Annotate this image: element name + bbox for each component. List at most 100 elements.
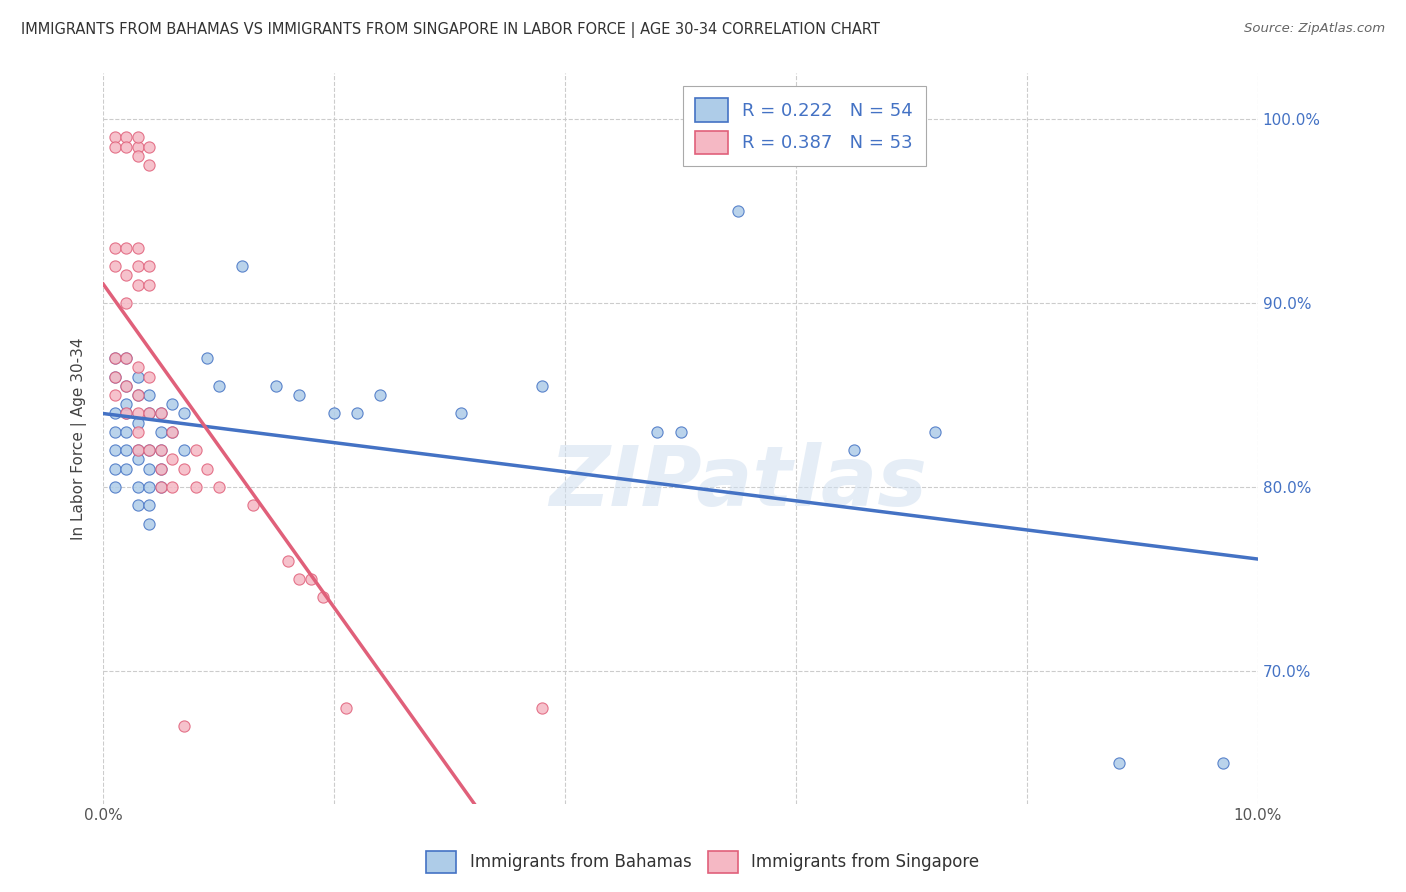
Text: Source: ZipAtlas.com: Source: ZipAtlas.com bbox=[1244, 22, 1385, 36]
Point bbox=[149, 407, 172, 421]
Point bbox=[127, 499, 149, 513]
Point bbox=[127, 388, 149, 402]
Point bbox=[149, 443, 172, 458]
Point bbox=[138, 388, 160, 402]
Point bbox=[115, 379, 138, 393]
Point bbox=[127, 416, 149, 430]
Point bbox=[266, 379, 288, 393]
Point bbox=[162, 425, 184, 439]
Point bbox=[115, 407, 138, 421]
Point bbox=[173, 443, 195, 458]
Text: IMMIGRANTS FROM BAHAMAS VS IMMIGRANTS FROM SINGAPORE IN LABOR FORCE | AGE 30-34 : IMMIGRANTS FROM BAHAMAS VS IMMIGRANTS FR… bbox=[21, 22, 880, 38]
Point bbox=[104, 443, 127, 458]
Point bbox=[138, 158, 160, 172]
Point bbox=[115, 139, 138, 153]
Point bbox=[115, 351, 138, 366]
Point bbox=[127, 480, 149, 494]
Point bbox=[104, 259, 127, 273]
Point bbox=[299, 572, 322, 586]
Point bbox=[127, 259, 149, 273]
Point bbox=[138, 443, 160, 458]
Point bbox=[104, 369, 127, 384]
Point bbox=[647, 425, 669, 439]
Y-axis label: In Labor Force | Age 30-34: In Labor Force | Age 30-34 bbox=[72, 337, 87, 540]
Point bbox=[138, 139, 160, 153]
Point bbox=[173, 719, 195, 733]
Point bbox=[173, 407, 195, 421]
Point bbox=[149, 407, 172, 421]
Point bbox=[104, 351, 127, 366]
Point bbox=[231, 259, 253, 273]
Point bbox=[104, 130, 127, 145]
Text: ZIPatlas: ZIPatlas bbox=[550, 442, 927, 523]
Point bbox=[138, 443, 160, 458]
Point bbox=[127, 407, 149, 421]
Point bbox=[104, 241, 127, 255]
Point bbox=[104, 425, 127, 439]
Legend: R = 0.222   N = 54, R = 0.387   N = 53: R = 0.222 N = 54, R = 0.387 N = 53 bbox=[682, 86, 925, 167]
Point bbox=[277, 554, 299, 568]
Point bbox=[115, 268, 138, 283]
Point bbox=[530, 701, 553, 715]
Point bbox=[104, 139, 127, 153]
Point bbox=[1212, 756, 1234, 771]
Point bbox=[104, 388, 127, 402]
Point bbox=[127, 452, 149, 467]
Point bbox=[149, 480, 172, 494]
Point bbox=[346, 407, 368, 421]
Point bbox=[104, 369, 127, 384]
Point bbox=[115, 425, 138, 439]
Point bbox=[727, 204, 749, 219]
Point bbox=[195, 461, 218, 475]
Point bbox=[149, 461, 172, 475]
Point bbox=[127, 369, 149, 384]
Point bbox=[138, 407, 160, 421]
Point bbox=[173, 461, 195, 475]
Point bbox=[115, 443, 138, 458]
Point bbox=[138, 499, 160, 513]
Point bbox=[450, 407, 472, 421]
Point bbox=[127, 139, 149, 153]
Point bbox=[184, 443, 207, 458]
Point bbox=[311, 591, 333, 605]
Point bbox=[138, 407, 160, 421]
Point bbox=[924, 425, 946, 439]
Point bbox=[127, 425, 149, 439]
Point bbox=[208, 480, 231, 494]
Point bbox=[127, 443, 149, 458]
Point bbox=[115, 296, 138, 310]
Point bbox=[127, 277, 149, 292]
Point bbox=[323, 407, 346, 421]
Point bbox=[149, 425, 172, 439]
Point bbox=[368, 388, 391, 402]
Point bbox=[184, 480, 207, 494]
Point bbox=[138, 369, 160, 384]
Point bbox=[138, 516, 160, 531]
Point bbox=[127, 388, 149, 402]
Point bbox=[162, 452, 184, 467]
Point bbox=[127, 149, 149, 163]
Point bbox=[149, 461, 172, 475]
Point bbox=[138, 259, 160, 273]
Point bbox=[138, 277, 160, 292]
Point bbox=[195, 351, 218, 366]
Point bbox=[104, 351, 127, 366]
Point bbox=[104, 480, 127, 494]
Point bbox=[115, 130, 138, 145]
Point bbox=[530, 379, 553, 393]
Point bbox=[288, 388, 311, 402]
Point bbox=[242, 499, 264, 513]
Point bbox=[162, 480, 184, 494]
Point bbox=[162, 425, 184, 439]
Point bbox=[127, 130, 149, 145]
Point bbox=[669, 425, 692, 439]
Point bbox=[138, 480, 160, 494]
Point bbox=[288, 572, 311, 586]
Point bbox=[127, 443, 149, 458]
Point bbox=[115, 397, 138, 411]
Point bbox=[115, 407, 138, 421]
Point bbox=[115, 461, 138, 475]
Point bbox=[104, 407, 127, 421]
Point bbox=[104, 461, 127, 475]
Point bbox=[115, 379, 138, 393]
